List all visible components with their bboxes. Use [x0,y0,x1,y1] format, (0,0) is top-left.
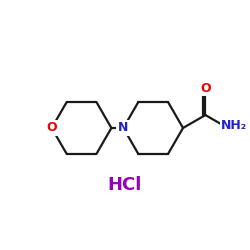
Text: O: O [200,82,211,95]
Text: O: O [46,122,57,134]
Text: NH₂: NH₂ [221,120,248,132]
Text: N: N [118,122,128,134]
Text: HCl: HCl [107,176,142,194]
